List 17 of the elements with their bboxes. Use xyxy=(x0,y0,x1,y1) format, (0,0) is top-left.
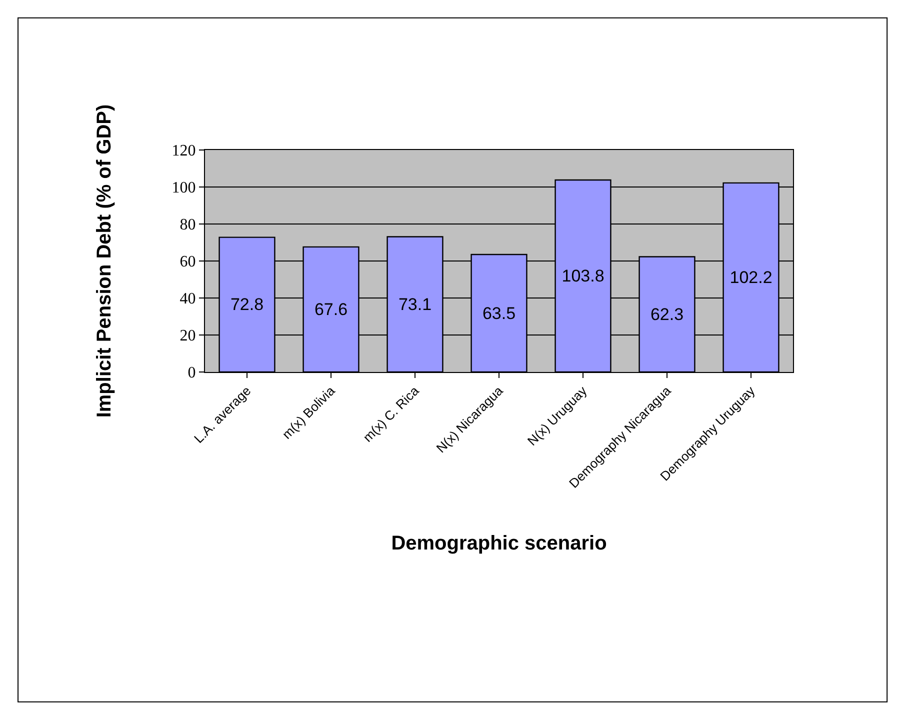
data-label: 63.5 xyxy=(482,304,516,323)
data-label: 73.1 xyxy=(398,294,432,314)
y-tick-label: 60 xyxy=(180,254,196,271)
data-label: 72.8 xyxy=(230,295,264,314)
y-tick-label: 40 xyxy=(180,290,196,308)
x-tick-label: m(x) C. Rica xyxy=(360,382,422,445)
y-tick-label: 20 xyxy=(180,328,196,345)
y-tick-label: 0 xyxy=(188,364,196,382)
data-label: 102.2 xyxy=(730,268,772,287)
y-axis-title: Implicit Pension Debt (% of GDP) xyxy=(93,104,116,418)
y-tick-label: 80 xyxy=(180,216,196,234)
data-label: 67.6 xyxy=(314,300,348,319)
y-tick-label: 120 xyxy=(172,142,196,160)
data-label: 103.8 xyxy=(562,266,604,286)
data-label: 62.3 xyxy=(650,304,684,324)
x-axis-title: Demographic scenario xyxy=(391,532,607,554)
y-tick-label: 100 xyxy=(172,180,196,197)
